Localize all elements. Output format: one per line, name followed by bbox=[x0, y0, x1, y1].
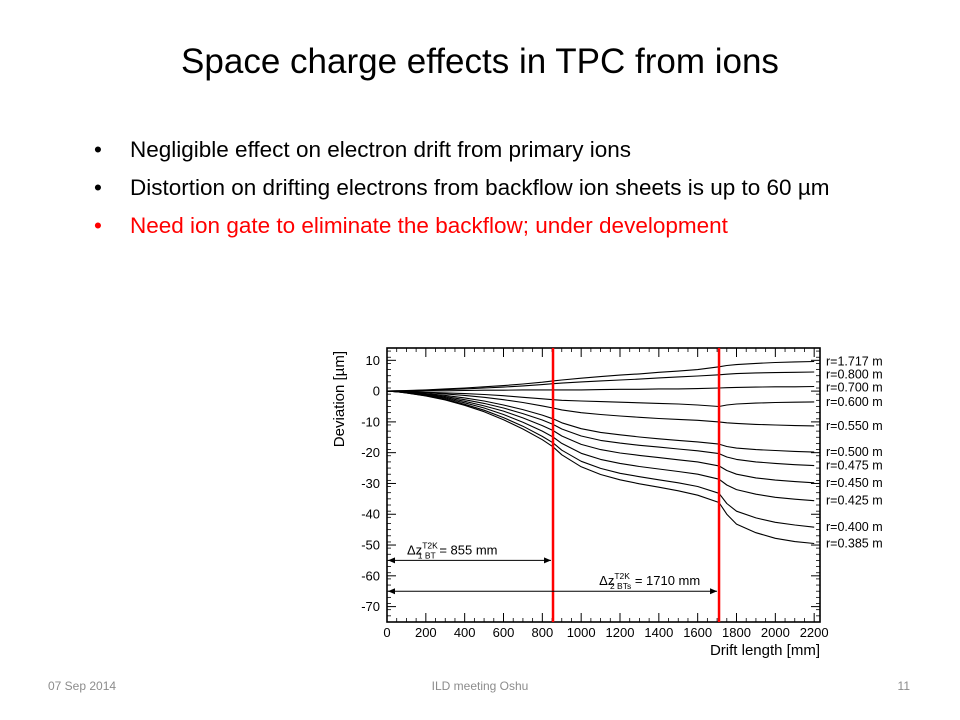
bullet-item-1: • Negligible effect on electron drift fro… bbox=[92, 134, 852, 166]
x-tick-label: 400 bbox=[454, 625, 476, 640]
annotation-arrowhead-left bbox=[388, 588, 395, 595]
bullet-dot: • bbox=[94, 175, 102, 200]
y-tick-label: -70 bbox=[361, 599, 380, 614]
bullet-text: Need ion gate to eliminate the backflow;… bbox=[130, 213, 728, 238]
x-tick-label: 2000 bbox=[761, 625, 790, 640]
x-tick-label: 600 bbox=[493, 625, 515, 640]
annotation-sup: T2K bbox=[422, 540, 438, 550]
footer-page-number: 11 bbox=[897, 679, 910, 693]
x-tick-label: 2200 bbox=[800, 625, 829, 640]
series-label: r=0.425 m bbox=[826, 494, 883, 508]
y-tick-label: 10 bbox=[366, 353, 380, 368]
x-axis-label: Drift length [mm] bbox=[710, 642, 820, 659]
annotation-arrowhead-left bbox=[388, 557, 395, 564]
bullet-text: Distortion on drifting electrons from ba… bbox=[130, 175, 830, 200]
footer-date: 07 Sep 2014 bbox=[48, 679, 117, 693]
bullet-text: Negligible effect on electron drift from… bbox=[130, 137, 632, 162]
annotation-label: ΔzT2K 2 BTs = 1710 mm bbox=[599, 571, 700, 591]
x-tick-label: 0 bbox=[383, 625, 390, 640]
series-label: r=0.385 m bbox=[826, 536, 883, 550]
y-tick-label: -60 bbox=[361, 568, 380, 583]
series-line bbox=[386, 390, 815, 467]
series-line bbox=[386, 390, 815, 453]
series-line bbox=[386, 390, 815, 502]
y-tick-label: -40 bbox=[361, 507, 380, 522]
series-line bbox=[386, 390, 815, 528]
series-line bbox=[386, 390, 815, 484]
annotation-sub: 2 BTs bbox=[610, 581, 631, 591]
series-line bbox=[387, 385, 815, 392]
x-tick-label: 1400 bbox=[644, 625, 673, 640]
series-label: r=0.400 m bbox=[826, 520, 883, 534]
series-line bbox=[386, 360, 815, 392]
y-tick-label: -50 bbox=[361, 538, 380, 553]
bullet-dot: • bbox=[94, 137, 102, 162]
y-tick-label: -30 bbox=[361, 476, 380, 491]
series-label: r=0.475 m bbox=[826, 459, 883, 473]
series-label: r=0.550 m bbox=[826, 419, 883, 433]
bullet-item-3: • Need ion gate to eliminate the backflow… bbox=[92, 210, 852, 242]
annotation-arrowhead-right bbox=[710, 588, 718, 595]
deviation-chart: 0 200 400 600 800 1000 1200 1400 1600 1800 2000 220… bbox=[312, 330, 900, 662]
series-line bbox=[386, 390, 815, 427]
y-tick-label: 0 bbox=[373, 384, 380, 399]
y-tick-label: -20 bbox=[361, 445, 380, 460]
deviation-chart-svg: 0 200 400 600 800 1000 1200 1400 1600 1800 2000 220… bbox=[331, 347, 883, 659]
x-tick-label: 1800 bbox=[722, 625, 751, 640]
plot-frame bbox=[386, 347, 821, 623]
series-label: r=0.500 m bbox=[826, 445, 883, 459]
x-tick-label: 1600 bbox=[683, 625, 712, 640]
footer-event: ILD meeting Oshu bbox=[431, 679, 529, 693]
y-tick-label: -10 bbox=[361, 414, 380, 429]
series-label: r=0.800 m bbox=[826, 368, 883, 382]
bullet-dot: • bbox=[94, 213, 102, 238]
annotation-label: ΔzT2K 1 BT = 855 mm bbox=[407, 540, 498, 560]
series-line bbox=[386, 390, 815, 545]
annotation-sub: 1 BT bbox=[418, 550, 436, 560]
series-label: r=0.450 m bbox=[826, 476, 883, 490]
x-tick-label: 200 bbox=[415, 625, 437, 640]
series-label: r=0.700 m bbox=[826, 381, 883, 395]
annotation-delta-z: Δz bbox=[599, 573, 614, 588]
annotation-value: = 1710 mm bbox=[631, 573, 700, 588]
bullet-item-2: • Distortion on drifting electrons from b… bbox=[92, 172, 852, 204]
y-axis-label: Deviation [µm] bbox=[331, 351, 348, 447]
bullet-list: • Negligible effect on electron drift fro… bbox=[92, 134, 852, 248]
x-tick-label: 800 bbox=[531, 625, 553, 640]
series-line bbox=[386, 390, 815, 408]
series-label: r=1.717 m bbox=[826, 355, 883, 369]
annotation-arrowhead-right bbox=[544, 557, 552, 564]
series-line bbox=[386, 371, 815, 392]
slide-title: Space charge effects in TPC from ions bbox=[181, 42, 779, 81]
annotation-delta-z: Δz bbox=[407, 542, 422, 557]
annotation-value: = 855 mm bbox=[436, 542, 498, 557]
x-tick-label: 1000 bbox=[567, 625, 596, 640]
series-label: r=0.600 m bbox=[826, 395, 883, 409]
x-tick-label: 1200 bbox=[606, 625, 635, 640]
annotation-sup: T2K bbox=[614, 571, 630, 581]
